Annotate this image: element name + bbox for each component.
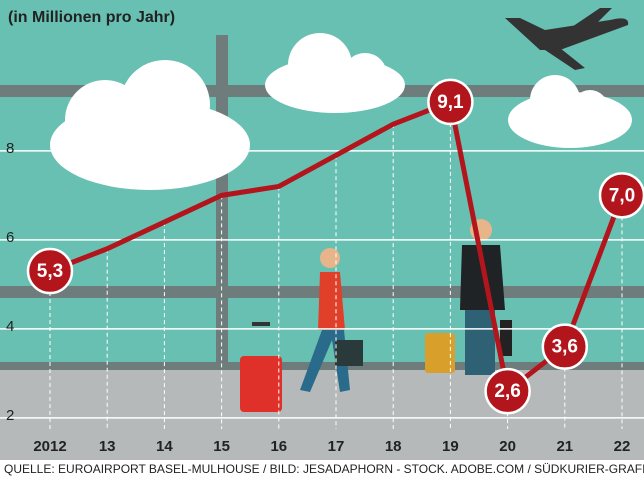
line (49, 99, 625, 394)
value-label: 5,3 (37, 261, 63, 282)
source: QUELLE: EUROAIRPORT BASEL-MULHOUSE / BIL… (4, 462, 644, 476)
point (484, 367, 531, 415)
value-label: 3,6 (552, 337, 578, 358)
x-tick-label: 16 (270, 438, 287, 455)
point (26, 247, 74, 295)
x-tick-label: 17 (328, 438, 345, 455)
y-tick-label: 6 (6, 229, 14, 246)
x-tick-label: 2012 (33, 438, 66, 455)
y-tick-label: 4 (6, 318, 14, 335)
point (427, 78, 474, 126)
value-label: 7,0 (609, 185, 635, 206)
x-tick-label: 21 (556, 438, 573, 455)
value-label: 9,1 (437, 92, 464, 113)
y-tick-label: 8 (6, 140, 14, 157)
subtitle: (in Millionen pro Jahr) (8, 9, 175, 26)
value-label: 2,6 (494, 381, 520, 402)
x-tick-label: 20 (499, 438, 516, 455)
x-tick-label: 22 (614, 438, 631, 455)
airplane (505, 8, 629, 70)
x-tick-label: 19 (442, 438, 459, 455)
floor (0, 370, 644, 460)
x-tick-label: 18 (385, 438, 402, 455)
cloud (50, 33, 632, 190)
x-tick-label: 15 (213, 438, 230, 455)
x-tick-label: 14 (156, 438, 173, 455)
frame (0, 362, 644, 370)
point (541, 323, 589, 370)
y-tick-label: 2 (6, 407, 14, 424)
point (598, 172, 644, 219)
footer (0, 460, 644, 483)
plot: 2 4 6 8 2012 13 14 15 16 17 18 19 20 21 22 5,3 9,1 2,6 3,6… (0, 78, 644, 455)
x-tick-label: 13 (99, 438, 116, 455)
